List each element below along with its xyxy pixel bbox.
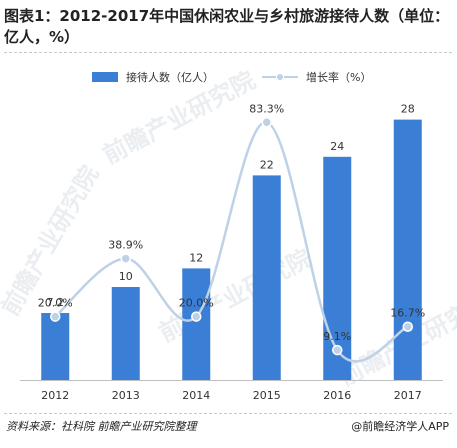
- x-tick-label-2013: 2013: [112, 389, 140, 402]
- source-note: 资料来源：社科院 前瞻产业研究院整理: [6, 420, 197, 433]
- growth-value-label-2017: 16.7%: [390, 307, 425, 320]
- growth-point-2016: [332, 344, 343, 356]
- growth-value-label-2014: 20.0%: [179, 297, 214, 310]
- brand-credit: @前瞻经济学人APP: [351, 420, 449, 433]
- growth-value-label-2016: 9.1%: [323, 330, 351, 343]
- bar-value-label-2017: 28: [401, 103, 415, 116]
- x-tick-label-2015: 2015: [253, 389, 281, 402]
- bar-value-label-2014: 12: [189, 251, 203, 264]
- legend-label-line: 增长率（%）: [306, 70, 371, 84]
- growth-value-label-2012: 20.0%: [38, 297, 73, 310]
- growth-point-2012: [50, 311, 61, 322]
- bar-2014: [182, 268, 211, 380]
- legend-label-bars: 接待人数（亿人）: [126, 70, 214, 84]
- x-tick-label-2012: 2012: [41, 389, 69, 402]
- bar-value-label-2016: 24: [330, 140, 344, 153]
- footer-divider: [4, 413, 452, 414]
- x-tick-label-2017: 2017: [394, 389, 422, 402]
- legend-marker-line: [276, 73, 284, 81]
- x-tick-label-2016: 2016: [323, 389, 351, 402]
- chart-title: 图表1：2012-2017年中国休闲农业与乡村旅游接待人数（单位：亿人，%）: [4, 7, 450, 46]
- legend-swatch-bars: [92, 72, 118, 82]
- bar-value-label-2012: 7.2: [47, 296, 65, 309]
- bar-2013: [111, 287, 140, 380]
- title-divider: [4, 52, 452, 53]
- growth-value-label-2015: 83.3%: [249, 102, 284, 115]
- bar-2015: [252, 175, 281, 380]
- bar-2017: [393, 119, 422, 380]
- x-tick-label-2014: 2014: [182, 389, 210, 402]
- bar-value-label-2015: 22: [260, 158, 274, 171]
- growth-point-2013: [120, 253, 131, 264]
- bar-value-label-2013: 10: [119, 270, 133, 283]
- bar-2012: [41, 313, 70, 380]
- growth-value-label-2013: 38.9%: [108, 239, 143, 252]
- growth-point-2015: [261, 117, 272, 128]
- bar-2016: [323, 156, 352, 380]
- growth-point-2017: [402, 321, 413, 332]
- growth-point-2014: [191, 311, 202, 322]
